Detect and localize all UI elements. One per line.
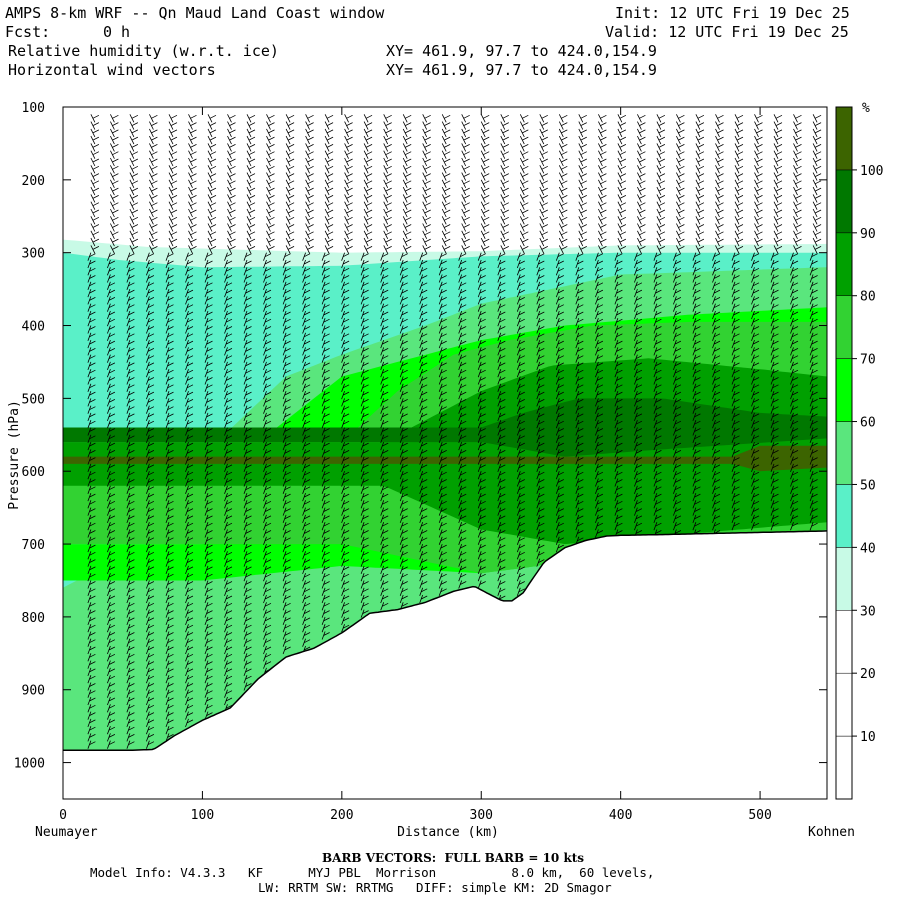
y-axis-label: Pressure (hPa) (7, 400, 22, 510)
wind-barb-column (751, 114, 763, 531)
x-start-label: Neumayer (35, 825, 98, 840)
wind-barb-column (809, 114, 822, 531)
x-tick-label: 500 (748, 808, 771, 823)
wind-barb-column (536, 114, 548, 567)
wind-barb-column (224, 114, 236, 713)
colorbar-label: 80 (860, 290, 876, 305)
wind-barb-column (419, 114, 431, 604)
x-tick-label: 0 (59, 808, 67, 823)
init-time: Init: 12 UTC Fri 19 Dec 25 (615, 4, 850, 22)
colorbar-frame (835, 106, 853, 800)
wind-barb-column (282, 114, 295, 655)
wind-barb-column (126, 114, 139, 749)
wind-barb-column (673, 114, 685, 538)
wind-barb-column (399, 114, 412, 611)
wind-barb-column (712, 114, 724, 538)
wind-barb-column (146, 114, 158, 749)
terrain-fill (63, 530, 827, 799)
wind-barb-column (87, 114, 100, 749)
colorbar-label: 90 (860, 227, 876, 242)
x-end-label: Kohnen (808, 825, 855, 840)
colorbar-label: 100 (860, 164, 883, 179)
wind-barb-column (692, 114, 705, 538)
field-wind: Horizontal wind vectors (8, 61, 216, 79)
wind-barb-column (380, 114, 392, 611)
x-axis-label: Distance (km) (397, 825, 499, 840)
colorbar-swatch (835, 421, 853, 485)
wind-barb-column (595, 114, 607, 538)
valid-time: Valid: 12 UTC Fri 19 Dec 25 (605, 23, 849, 41)
wind-barb-column (790, 114, 802, 531)
y-tick-label: 500 (22, 392, 45, 407)
colorbar-label: 70 (860, 353, 876, 368)
colorbar-label: 30 (860, 604, 876, 619)
wind-barb-column (458, 114, 470, 589)
colorbar-swatch (835, 547, 853, 611)
y-tick-label: 900 (22, 684, 45, 699)
wind-barb-column (341, 114, 353, 633)
terrain-outline (63, 530, 827, 751)
colorbar-swatch (835, 295, 853, 359)
wind-barb-column (653, 114, 666, 538)
xy-range-2: XY= 461.9, 97.7 to 424.0,154.9 (386, 61, 657, 79)
wind-barb-column (321, 114, 334, 640)
y-tick-label: 200 (22, 174, 45, 189)
wind-barb-column (438, 114, 451, 596)
colorbar-swatch (835, 358, 853, 422)
colorbar-swatch (835, 232, 853, 296)
x-tick-label: 400 (609, 808, 632, 823)
wind-barb-column (634, 114, 646, 538)
y-tick-label: 800 (22, 611, 45, 626)
y-tick-label: 700 (22, 538, 45, 553)
wind-barb-column (575, 114, 587, 545)
wind-barb-column (360, 114, 373, 618)
y-tick-label: 100 (22, 101, 45, 116)
wind-barb-column (516, 114, 529, 596)
xy-range-1: XY= 461.9, 97.7 to 424.0,154.9 (386, 42, 657, 60)
wind-barb-column (263, 114, 275, 677)
chart-title: AMPS 8-km WRF -- Qn Maud Land Coast wind… (5, 4, 385, 22)
colorbar-unit: % (862, 101, 870, 116)
wind-barb-column (185, 114, 197, 728)
colorbar-swatch (835, 672, 853, 737)
colorbar-swatch (835, 106, 853, 171)
wind-barb-column (497, 114, 509, 604)
model-info-line1: Model Info: V4.3.3 KF MYJ PBL Morrison 8… (90, 865, 655, 880)
rh-band-90-100 (63, 398, 827, 457)
colorbar-label: 60 (860, 416, 876, 431)
colorbar-swatch (835, 610, 853, 674)
wind-barb-column (243, 114, 256, 691)
wind-barb-column (107, 114, 119, 749)
x-tick-label: 200 (330, 808, 353, 823)
colorbar-label: 40 (860, 541, 876, 556)
y-tick-label: 400 (22, 320, 45, 335)
wind-barb-column (302, 114, 314, 655)
field-humidity: Relative humidity (w.r.t. ice) (8, 42, 279, 60)
colorbar-swatch (835, 169, 853, 234)
wind-barb-column (204, 114, 217, 720)
x-tick-label: 300 (470, 808, 493, 823)
colorbar-swatch (835, 735, 853, 800)
fcst-value: 0 h (103, 23, 131, 41)
wind-barb-column (165, 114, 178, 742)
barb-vectors-note: BARB VECTORS: FULL BARB = 10 kts (322, 851, 585, 865)
wind-barb-column (770, 114, 783, 531)
y-tick-label: 300 (22, 247, 45, 262)
colorbar-label: 20 (860, 667, 876, 682)
x-tick-label: 100 (191, 808, 214, 823)
wind-barb-column (555, 114, 568, 553)
colorbar-label: 50 (860, 478, 876, 493)
y-tick-label: 600 (22, 465, 45, 480)
model-info-line2: LW: RRTM SW: RRTMG DIFF: simple KM: 2D S… (258, 880, 612, 895)
wind-barb-column (614, 114, 627, 538)
colorbar-swatch (835, 484, 853, 548)
plot-frame (62, 106, 828, 800)
fcst-label: Fcst: (5, 23, 51, 41)
y-tick-label: 1000 (14, 757, 45, 772)
wind-barb-column (477, 114, 490, 589)
colorbar-label: 10 (860, 730, 876, 745)
wind-barb-column (731, 114, 744, 531)
